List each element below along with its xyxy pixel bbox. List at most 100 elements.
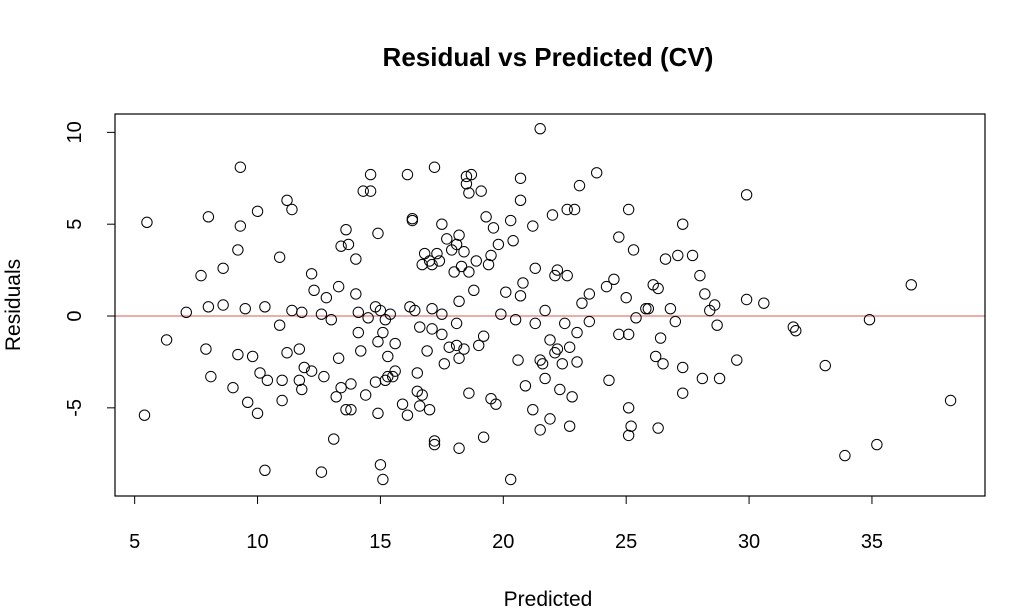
data-point	[281, 194, 293, 207]
data-point	[470, 255, 482, 267]
data-point	[138, 409, 151, 421]
data-point	[571, 356, 583, 368]
data-point	[389, 337, 401, 350]
data-point	[276, 374, 288, 386]
data-point	[352, 326, 365, 339]
data-point	[686, 249, 699, 262]
data-point	[590, 167, 603, 179]
data-point	[485, 249, 497, 262]
data-point	[544, 413, 556, 425]
data-point	[254, 367, 266, 379]
data-point	[539, 304, 551, 317]
data-point	[436, 328, 448, 341]
x-tick-label: 35	[861, 531, 883, 553]
data-point	[308, 284, 320, 297]
data-point	[401, 409, 414, 421]
data-point	[657, 358, 669, 370]
data-point	[480, 211, 492, 223]
data-point	[566, 391, 578, 403]
data-point	[529, 262, 541, 274]
data-point	[708, 299, 721, 311]
data-point	[758, 297, 770, 309]
data-point	[460, 178, 473, 190]
data-point	[573, 179, 586, 192]
data-point	[652, 422, 664, 434]
data-point	[436, 218, 448, 230]
data-point	[332, 280, 345, 293]
data-point	[273, 251, 286, 263]
data-point	[563, 341, 576, 353]
data-point	[205, 370, 217, 383]
data-point	[441, 233, 453, 245]
data-point	[649, 350, 662, 363]
data-point	[477, 431, 490, 443]
data-point	[345, 378, 357, 390]
y-tick-label: 0	[64, 310, 86, 321]
data-point	[495, 308, 507, 320]
data-points	[138, 122, 957, 486]
data-point	[433, 255, 446, 267]
data-point	[654, 332, 667, 344]
data-point	[627, 244, 640, 256]
data-point	[450, 317, 463, 330]
data-point	[438, 358, 451, 370]
data-point	[195, 269, 207, 282]
data-point	[559, 317, 571, 330]
data-point	[443, 341, 455, 353]
x-tick-label: 30	[738, 531, 760, 553]
data-point	[377, 326, 389, 339]
data-point	[905, 279, 917, 291]
data-point	[490, 398, 502, 410]
data-point	[389, 365, 401, 377]
data-point	[652, 282, 664, 295]
data-point	[571, 326, 583, 339]
data-point	[694, 269, 706, 282]
data-point	[468, 284, 480, 297]
data-point	[787, 321, 800, 333]
data-point	[416, 389, 428, 401]
x-tick-label: 5	[129, 531, 140, 553]
data-point	[740, 189, 753, 201]
data-point	[239, 302, 251, 315]
data-point	[549, 347, 561, 359]
data-point	[387, 370, 399, 383]
data-point	[699, 288, 711, 300]
data-point	[293, 343, 306, 355]
data-point	[384, 308, 396, 320]
y-tick-label: -5	[64, 399, 86, 417]
data-point	[382, 350, 394, 363]
data-point	[677, 387, 689, 399]
data-point	[246, 350, 259, 363]
data-point	[539, 372, 551, 385]
data-point	[374, 304, 387, 317]
data-point	[421, 345, 433, 357]
data-point	[514, 194, 527, 207]
data-point	[428, 438, 441, 451]
data-point	[202, 301, 215, 313]
x-tick-label: 20	[492, 531, 514, 553]
data-point	[202, 211, 215, 223]
data-point	[251, 407, 264, 420]
data-point	[330, 391, 342, 403]
data-point	[640, 302, 652, 315]
data-point	[492, 238, 505, 251]
data-point	[382, 370, 394, 383]
data-point	[298, 361, 310, 374]
y-tick-label: 10	[64, 121, 86, 143]
data-point	[504, 214, 517, 227]
data-point	[583, 288, 596, 300]
data-point	[608, 273, 620, 285]
data-point	[740, 293, 753, 306]
data-point	[600, 280, 613, 293]
data-point	[500, 286, 512, 298]
data-point	[556, 358, 568, 370]
data-point	[549, 269, 561, 282]
data-point	[261, 374, 274, 386]
data-point	[514, 290, 527, 302]
plot-frame	[114, 113, 986, 497]
data-point	[613, 231, 625, 243]
data-point	[482, 258, 495, 271]
data-point	[217, 262, 229, 274]
data-point	[534, 424, 546, 436]
data-point	[396, 398, 409, 410]
